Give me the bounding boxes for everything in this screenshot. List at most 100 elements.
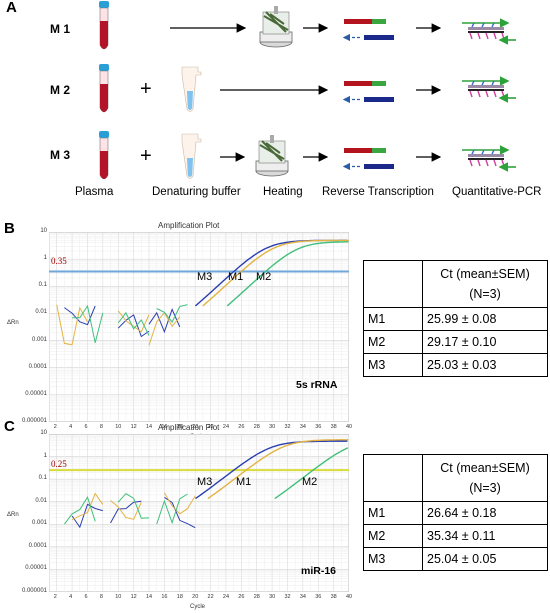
baseline-noise — [163, 492, 196, 515]
y-tick-label: 0.01 — [35, 497, 47, 504]
x-tick-label: 16 — [161, 424, 168, 430]
denaturing-buffer-icon — [181, 133, 202, 179]
table-header: Ct (mean±SEM) (N=3) — [422, 454, 548, 502]
x-tick-label: 12 — [130, 594, 137, 600]
x-tick-label: 30 — [269, 424, 276, 430]
rna-target-label: 5s rRNA — [296, 379, 338, 391]
x-tick-label: 4 — [69, 424, 73, 430]
y-tick-label: 0.001 — [31, 336, 47, 343]
method-label-m3: M 3 — [50, 148, 71, 162]
x-tick-label: 12 — [130, 424, 137, 430]
y-tick-label: 0.00001 — [25, 565, 47, 572]
x-tick-label: 30 — [269, 594, 276, 600]
step-label-plasma: Plasma — [75, 186, 114, 198]
baseline-noise — [117, 311, 150, 336]
y-tick-label: 10 — [40, 430, 47, 436]
x-tick-label: 20 — [192, 424, 199, 430]
plot-area — [49, 434, 349, 592]
reverse-transcription-icon — [344, 19, 394, 40]
x-tick-label: 24 — [222, 594, 230, 600]
curve-label-m1: M1 — [228, 271, 244, 283]
x-tick-label: 10 — [115, 424, 122, 430]
x-tick-label: 8 — [99, 594, 103, 600]
x-tick-label: 14 — [146, 594, 153, 600]
x-tick-label: 32 — [284, 424, 291, 430]
x-tick-label: 8 — [99, 424, 103, 430]
plasma-tube-icon — [98, 130, 110, 180]
plot-title: Amplification Plot — [158, 221, 220, 230]
x-tick-label: 24 — [222, 424, 230, 430]
table-row: M1 26.64 ± 0.18 — [363, 501, 548, 525]
x-tick-label: 16 — [161, 594, 168, 600]
x-tick-label: 36 — [315, 594, 322, 600]
x-tick-label: 32 — [284, 594, 291, 600]
table-row: M2 35.34 ± 0.11 — [363, 524, 548, 548]
y-tick-label: 1 — [43, 255, 47, 262]
x-tick-label: 2 — [53, 424, 57, 430]
x-tick-label: 26 — [238, 424, 245, 430]
x-tick-label: 38 — [330, 594, 337, 600]
y-tick-label: 0.0001 — [28, 542, 47, 549]
baseline-noise — [71, 492, 104, 521]
curve-label-m3: M3 — [197, 271, 213, 283]
qpcr-icon — [462, 150, 516, 167]
table-row: M1 25.99 ± 0.08 — [363, 307, 548, 331]
y-tick-label: 0.000001 — [21, 418, 47, 424]
heating-block-icon — [259, 5, 293, 48]
x-axis-label: Cycle — [190, 604, 206, 610]
baseline-noise — [63, 496, 96, 525]
panel-a-letter: A — [6, 0, 17, 16]
x-tick-label: 18 — [176, 424, 183, 430]
x-tick-label: 34 — [299, 594, 306, 600]
plus-sign: + — [140, 145, 152, 167]
heating-block-icon — [255, 134, 289, 177]
panel-c-letter: C — [4, 418, 15, 435]
y-tick-label: 0.1 — [38, 282, 47, 289]
y-tick-label: 0.000001 — [21, 588, 47, 594]
x-tick-label: 38 — [330, 424, 337, 430]
method-label-m2: M 2 — [50, 83, 71, 97]
baseline-noise — [117, 314, 150, 338]
y-tick-label: 0.001 — [31, 520, 47, 527]
y-tick-label: 1 — [43, 452, 47, 459]
x-tick-label: 40 — [346, 424, 353, 430]
ct-table-c: Ct (mean±SEM) (N=3) M1 26.64 ± 0.18 M2 35.3… — [363, 454, 548, 571]
x-tick-label: 18 — [176, 594, 183, 600]
amplification-curve-m2 — [274, 447, 349, 500]
table-row: M2 29.17 ± 0.10 — [363, 330, 548, 354]
y-tick-label: 0.1 — [38, 475, 47, 482]
table-header: Ct (mean±SEM) (N=3) — [422, 260, 548, 308]
amplification-plot-b — [49, 232, 349, 422]
method-label-m1: M 1 — [50, 22, 71, 36]
y-tick-label: 0.01 — [35, 309, 47, 316]
y-tick-label: 10 — [40, 228, 47, 234]
x-tick-label: 26 — [238, 594, 245, 600]
ct-table-b: Ct (mean±SEM) (N=3) M1 25.99 ± 0.08 M2 29.1… — [363, 260, 548, 377]
curve-label-m1: M1 — [236, 476, 252, 488]
table-row: M3 25.03 ± 0.03 — [363, 353, 548, 377]
baseline-noise — [72, 304, 104, 343]
step-label-reverse-transcription: Reverse Transcription — [322, 186, 434, 198]
qpcr-icon — [462, 81, 516, 98]
baseline-noise — [110, 500, 142, 524]
table-row: M3 25.04 ± 0.05 — [363, 547, 548, 571]
step-label-heating: Heating — [263, 186, 303, 198]
y-tick-label: 0.0001 — [28, 363, 47, 370]
step-label-denaturing-buffer: Denaturing buffer — [152, 186, 241, 198]
baseline-noise — [156, 304, 188, 324]
denaturing-buffer-icon — [181, 66, 202, 112]
amplification-plot-c — [49, 434, 349, 592]
step-label-quantitative-pcr: Quantitative-PCR — [452, 186, 542, 198]
threshold-label: 0.35 — [51, 256, 67, 266]
x-tick-label: 28 — [253, 424, 260, 430]
baseline-noise — [156, 493, 188, 525]
panel-a-schematic — [98, 0, 550, 180]
reverse-transcription-icon — [344, 81, 394, 102]
x-tick-label: 4 — [69, 594, 73, 600]
x-tick-label: 6 — [84, 594, 88, 600]
baseline-noise — [71, 503, 103, 529]
baseline-noise — [56, 304, 88, 346]
baseline-noise — [110, 500, 142, 520]
reverse-transcription-icon — [344, 148, 394, 169]
table-corner — [363, 260, 423, 308]
